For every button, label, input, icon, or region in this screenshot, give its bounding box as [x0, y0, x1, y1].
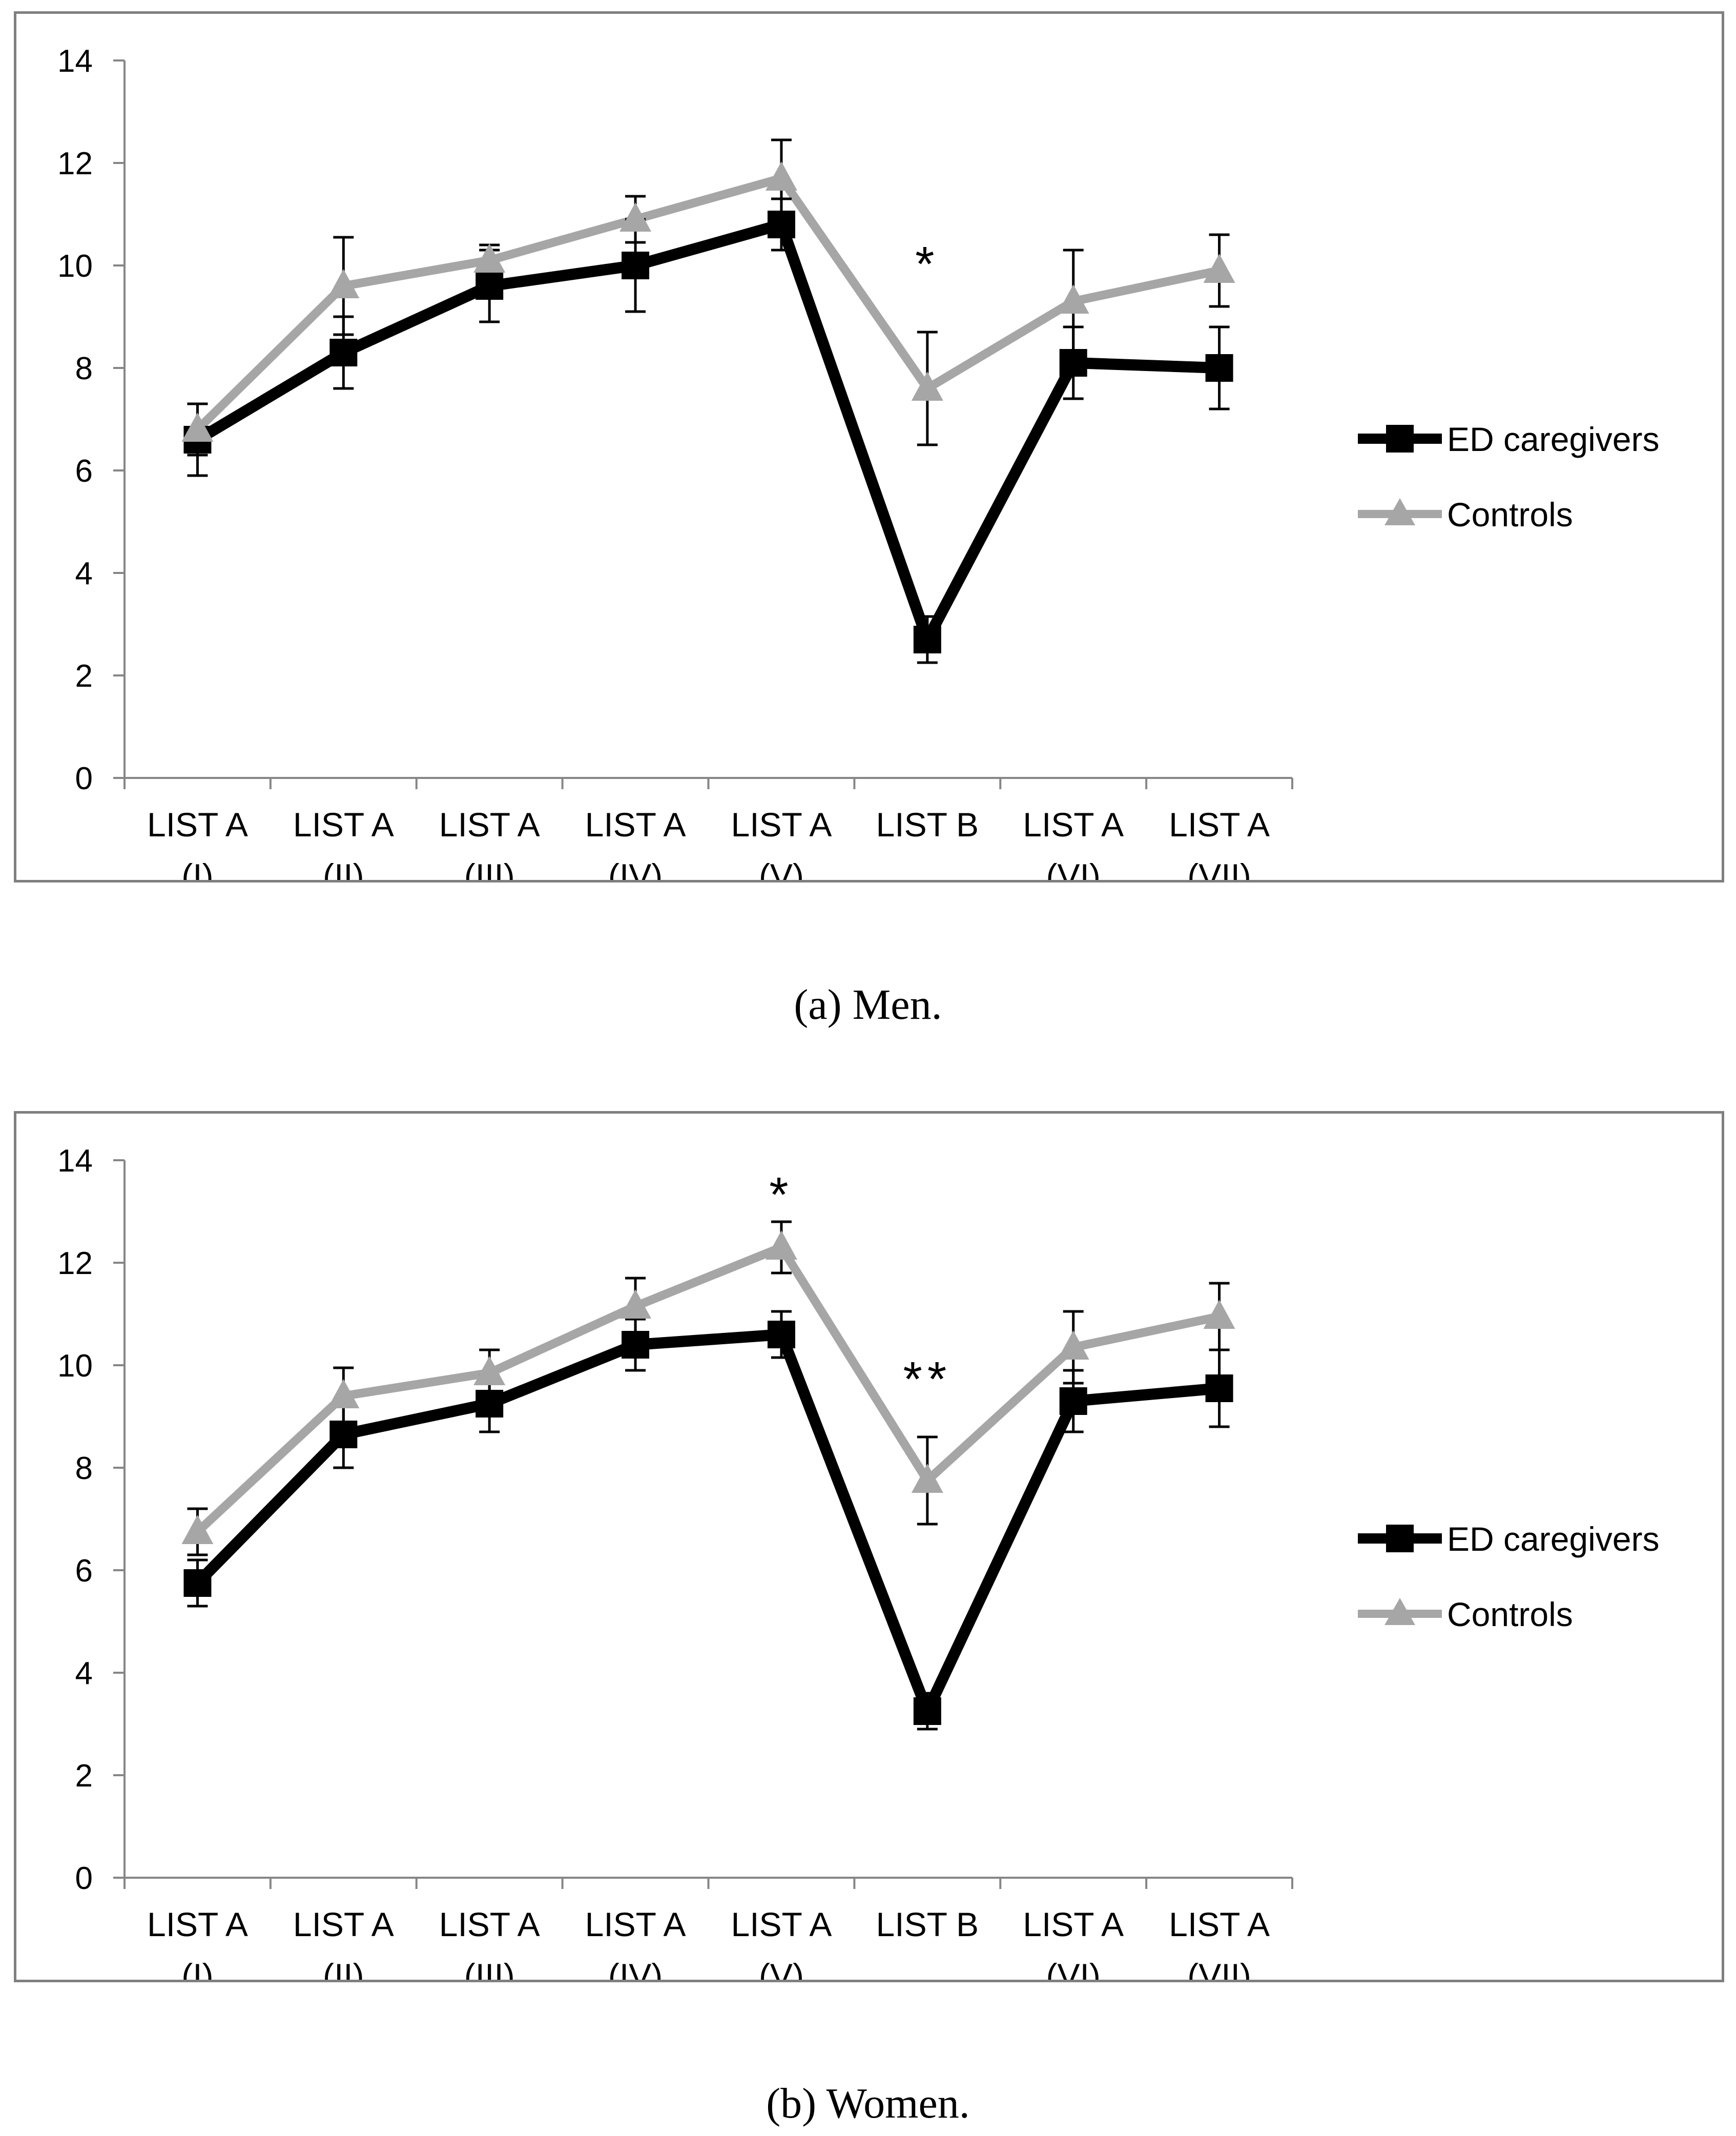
x-tick-label: (III)	[464, 1957, 515, 1980]
data-point-triangle	[911, 1464, 943, 1493]
data-point-square	[476, 1390, 504, 1418]
legend-marker-square	[1386, 425, 1414, 453]
x-tick-label: (V)	[759, 1957, 804, 1980]
significance-marker: *	[915, 237, 939, 292]
data-point-triangle	[1203, 1300, 1235, 1329]
data-point-square	[767, 1321, 795, 1348]
series-line-ed-caregivers	[194, 217, 1220, 654]
series-line-controls	[194, 173, 1221, 433]
legend-marker-square	[1386, 1525, 1414, 1552]
data-point-triangle	[327, 269, 360, 298]
legend-label: ED caregivers	[1447, 420, 1659, 458]
data-point-square	[622, 1331, 650, 1359]
chart-men: 0 2 4 6 8 10 12 14 LIST A (I) LIST A (II) LIST A (III…	[57, 44, 1659, 880]
x-tick-label: LIST B	[876, 806, 979, 844]
y-tick-label: 6	[75, 1553, 93, 1589]
data-point-square	[1205, 354, 1233, 382]
data-point-triangle	[765, 161, 797, 191]
x-tick-label: (II)	[323, 857, 364, 880]
chart-women: 0 2 4 6 8 10 12 14 LIST A (I) LIST A (II) LIST A (III…	[57, 1143, 1659, 1980]
data-point-triangle	[181, 1515, 214, 1544]
x-tick-label: LIST A	[1023, 806, 1124, 844]
x-tick-label: LIST A	[585, 806, 686, 844]
significance-marker: *	[769, 1167, 793, 1222]
y-tick-label: 14	[57, 44, 93, 79]
data-point-triangle	[181, 413, 214, 442]
y-tick-label: 12	[57, 1246, 93, 1281]
data-point-triangle	[327, 1379, 360, 1408]
data-point-square	[1059, 349, 1087, 377]
data-point-square	[913, 626, 941, 653]
significance-marker: **	[903, 1352, 952, 1407]
x-tick-label: (VI)	[1046, 1957, 1101, 1980]
x-tick-label: LIST A	[1023, 1905, 1124, 1943]
x-tick-label: LIST A	[1169, 806, 1270, 844]
y-tick-label: 12	[57, 146, 93, 181]
y-tick-label: 10	[57, 1348, 93, 1384]
data-point-square	[476, 272, 504, 300]
chart-panel-women: 0 2 4 6 8 10 12 14 LIST A (I) LIST A (II) LIST A (III…	[14, 1111, 1724, 1982]
caption-women: (b) Women.	[766, 2080, 970, 2127]
y-tick-label: 2	[75, 659, 93, 694]
x-tick-label: LIST B	[876, 1905, 979, 1943]
x-tick-label: LIST A	[147, 1905, 248, 1943]
x-tick-label: (VII)	[1187, 1957, 1251, 1980]
x-tick-label: LIST A	[293, 806, 394, 844]
x-tick-label: (I)	[181, 857, 213, 880]
x-tick-label: (II)	[323, 1957, 364, 1980]
data-point-square	[767, 211, 795, 238]
y-tick-label: 8	[75, 351, 93, 386]
data-point-triangle	[1057, 1330, 1089, 1360]
data-point-triangle	[765, 1230, 797, 1260]
x-tick-label: (V)	[759, 857, 804, 880]
legend-label: Controls	[1447, 496, 1573, 533]
y-tick-label: 14	[57, 1143, 93, 1179]
x-tick-label: LIST A	[147, 806, 248, 844]
x-tick-label: LIST A	[731, 806, 832, 844]
y-tick-label: 8	[75, 1451, 93, 1486]
data-point-triangle	[911, 372, 943, 401]
data-point-triangle	[1203, 254, 1235, 283]
legend-marker-triangle	[1384, 1598, 1415, 1625]
data-point-square	[913, 1697, 941, 1725]
data-point-triangle	[473, 1356, 506, 1385]
series-line-controls	[194, 1242, 1221, 1535]
legend-label: Controls	[1447, 1595, 1573, 1633]
data-point-square	[1059, 1387, 1087, 1415]
x-tick-label: LIST A	[585, 1905, 686, 1943]
series-line-ed-caregivers	[193, 1328, 1220, 1726]
y-tick-label: 4	[75, 556, 93, 591]
y-tick-label: 0	[75, 761, 93, 796]
caption-men: (a) Men.	[794, 981, 942, 1029]
y-tick-label: 2	[75, 1758, 93, 1794]
x-tick-label: (IV)	[608, 857, 663, 880]
data-point-square	[183, 1569, 212, 1597]
legend-marker-triangle	[1384, 498, 1415, 525]
data-point-triangle	[473, 243, 506, 273]
data-point-triangle	[619, 202, 652, 232]
x-tick-label: LIST A	[439, 806, 540, 844]
x-tick-label: (VII)	[1187, 857, 1251, 880]
x-tick-label: (VI)	[1046, 857, 1101, 880]
data-point-triangle	[619, 1289, 652, 1319]
x-tick-label: LIST A	[439, 1905, 540, 1943]
data-point-square	[329, 1421, 358, 1448]
y-tick-label: 6	[75, 454, 93, 489]
x-tick-label: LIST A	[731, 1905, 832, 1943]
y-tick-label: 4	[75, 1656, 93, 1691]
data-point-square	[329, 339, 358, 366]
chart-panel-men: 0 2 4 6 8 10 12 14 LIST A (I) LIST A (II) LIST A (III…	[14, 11, 1724, 882]
y-tick-label: 0	[75, 1861, 93, 1896]
data-point-triangle	[1057, 284, 1089, 314]
x-tick-label: (I)	[181, 1957, 213, 1980]
data-point-square	[622, 252, 650, 279]
x-tick-label: LIST A	[1169, 1905, 1270, 1943]
y-tick-label: 10	[57, 249, 93, 284]
data-point-square	[1205, 1374, 1233, 1402]
x-tick-label: (IV)	[608, 1957, 663, 1980]
x-tick-label: (III)	[464, 857, 515, 880]
x-tick-label: LIST A	[293, 1905, 394, 1943]
legend-label: ED caregivers	[1447, 1520, 1659, 1558]
